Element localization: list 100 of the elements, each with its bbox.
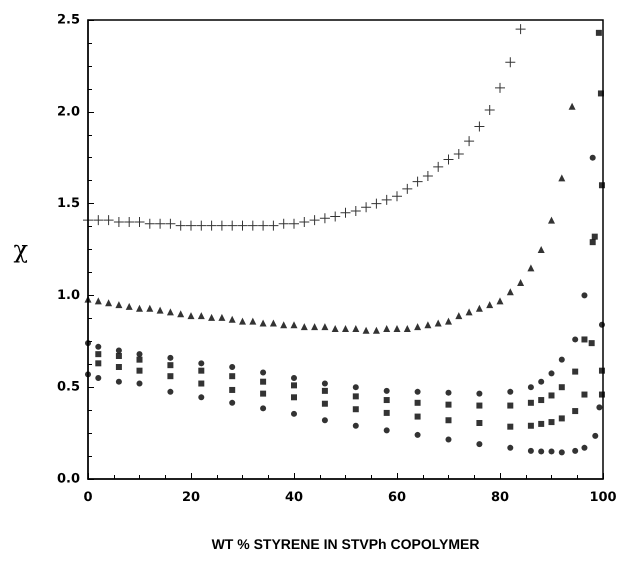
point [290, 321, 298, 328]
point [352, 422, 359, 429]
point [598, 182, 605, 188]
point [446, 390, 452, 396]
point [495, 82, 505, 93]
point [434, 319, 442, 326]
point [362, 326, 370, 334]
point [590, 239, 596, 246]
point [486, 301, 494, 308]
y-tick-label: 0.0 [56, 472, 80, 486]
point [596, 30, 602, 36]
point [124, 216, 134, 227]
point [144, 218, 155, 229]
point [598, 368, 605, 374]
point [206, 220, 217, 231]
point [414, 400, 421, 406]
point [94, 297, 102, 304]
point [85, 371, 91, 378]
point [455, 312, 462, 320]
point [258, 220, 268, 231]
point [352, 384, 359, 390]
point [596, 404, 602, 410]
point [167, 354, 174, 361]
point [248, 220, 258, 231]
point [528, 422, 534, 429]
x-tick-label: 0 [83, 490, 93, 505]
point [176, 220, 186, 231]
point [446, 436, 452, 443]
point [84, 296, 92, 303]
point [165, 218, 176, 229]
point [104, 215, 114, 226]
point [320, 213, 330, 224]
point [85, 340, 91, 346]
point [167, 362, 174, 368]
point [340, 208, 350, 218]
point [260, 405, 266, 412]
point [196, 220, 206, 231]
point [322, 417, 328, 424]
x-tick-label: 20 [182, 490, 200, 505]
point [572, 448, 578, 454]
point [198, 360, 204, 366]
point [392, 191, 402, 202]
point [95, 360, 102, 366]
point [350, 206, 361, 216]
point [592, 432, 598, 439]
point [291, 410, 297, 417]
x-tick-label: 40 [284, 490, 304, 505]
point [476, 304, 483, 312]
point [291, 375, 297, 382]
point [136, 356, 142, 363]
point [414, 432, 421, 438]
point [322, 380, 328, 387]
point [249, 318, 256, 325]
point [506, 288, 514, 296]
point [548, 448, 554, 454]
point [548, 419, 554, 426]
point [476, 420, 482, 426]
point [538, 378, 544, 385]
point [198, 368, 204, 374]
point [538, 448, 544, 454]
point [299, 216, 310, 227]
y-tick-label: 1.0 [56, 288, 80, 303]
point [260, 370, 266, 376]
x-tick-label: 60 [388, 490, 406, 505]
point [505, 57, 516, 68]
point [528, 448, 534, 454]
point [581, 336, 588, 342]
point [167, 388, 174, 395]
point [136, 351, 142, 358]
point [384, 410, 390, 416]
point [167, 373, 174, 380]
point [484, 104, 495, 115]
point [229, 400, 236, 406]
point [156, 306, 164, 314]
x-axis-title: WT % STYRENE IN STVPh COPOLYMER [212, 536, 480, 552]
point [278, 218, 289, 229]
point [332, 324, 339, 332]
point [291, 394, 297, 400]
point [95, 375, 102, 382]
point [507, 402, 514, 409]
point [548, 370, 554, 376]
point [216, 220, 227, 231]
point [572, 408, 578, 414]
point [517, 279, 524, 286]
point [588, 340, 595, 346]
point [155, 218, 166, 229]
point [598, 90, 604, 96]
point [330, 211, 340, 222]
point [572, 368, 578, 375]
point [414, 323, 422, 330]
point [414, 414, 421, 420]
point [95, 344, 102, 350]
point [260, 319, 267, 326]
point [321, 323, 328, 330]
point [558, 174, 566, 182]
point [116, 352, 122, 359]
y-tick-label: 1.5 [56, 196, 80, 212]
point [592, 234, 598, 240]
point [538, 246, 545, 253]
point [134, 216, 144, 227]
